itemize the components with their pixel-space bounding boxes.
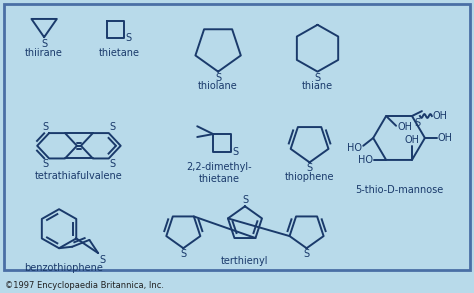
Text: S: S <box>41 39 47 49</box>
Text: benzothiophene: benzothiophene <box>25 263 103 273</box>
Text: S: S <box>180 249 186 259</box>
Text: S: S <box>126 33 132 43</box>
Text: S: S <box>215 73 221 83</box>
Text: thietane: thietane <box>99 48 140 58</box>
Text: ©1997 Encyclopaedia Britannica, Inc.: ©1997 Encyclopaedia Britannica, Inc. <box>5 281 164 290</box>
Text: S: S <box>42 159 48 169</box>
Text: OH: OH <box>404 135 419 145</box>
Text: 5-thio-D-mannose: 5-thio-D-mannose <box>355 185 443 195</box>
Text: thiolane: thiolane <box>198 81 238 91</box>
Text: thiirane: thiirane <box>25 48 63 58</box>
Text: tetrathiafulvalene: tetrathiafulvalene <box>35 171 123 181</box>
Text: S: S <box>414 118 420 128</box>
Text: S: S <box>42 122 48 132</box>
Text: OH: OH <box>397 122 412 132</box>
Text: thiane: thiane <box>302 81 333 91</box>
Text: S: S <box>242 195 248 205</box>
Text: OH: OH <box>438 133 453 143</box>
Text: OH: OH <box>433 111 448 121</box>
Text: S: S <box>307 163 313 173</box>
Text: 2,2-dimethyl-
thietane: 2,2-dimethyl- thietane <box>186 162 252 184</box>
Text: HO: HO <box>358 155 373 165</box>
Text: thiophene: thiophene <box>285 172 334 182</box>
Text: S: S <box>110 159 116 169</box>
Text: S: S <box>99 255 105 265</box>
Text: terthienyl: terthienyl <box>221 256 269 266</box>
Text: S: S <box>110 122 116 132</box>
Text: S: S <box>303 249 310 259</box>
Text: HO: HO <box>347 143 362 153</box>
Text: S: S <box>232 146 238 157</box>
Text: S: S <box>314 73 320 83</box>
